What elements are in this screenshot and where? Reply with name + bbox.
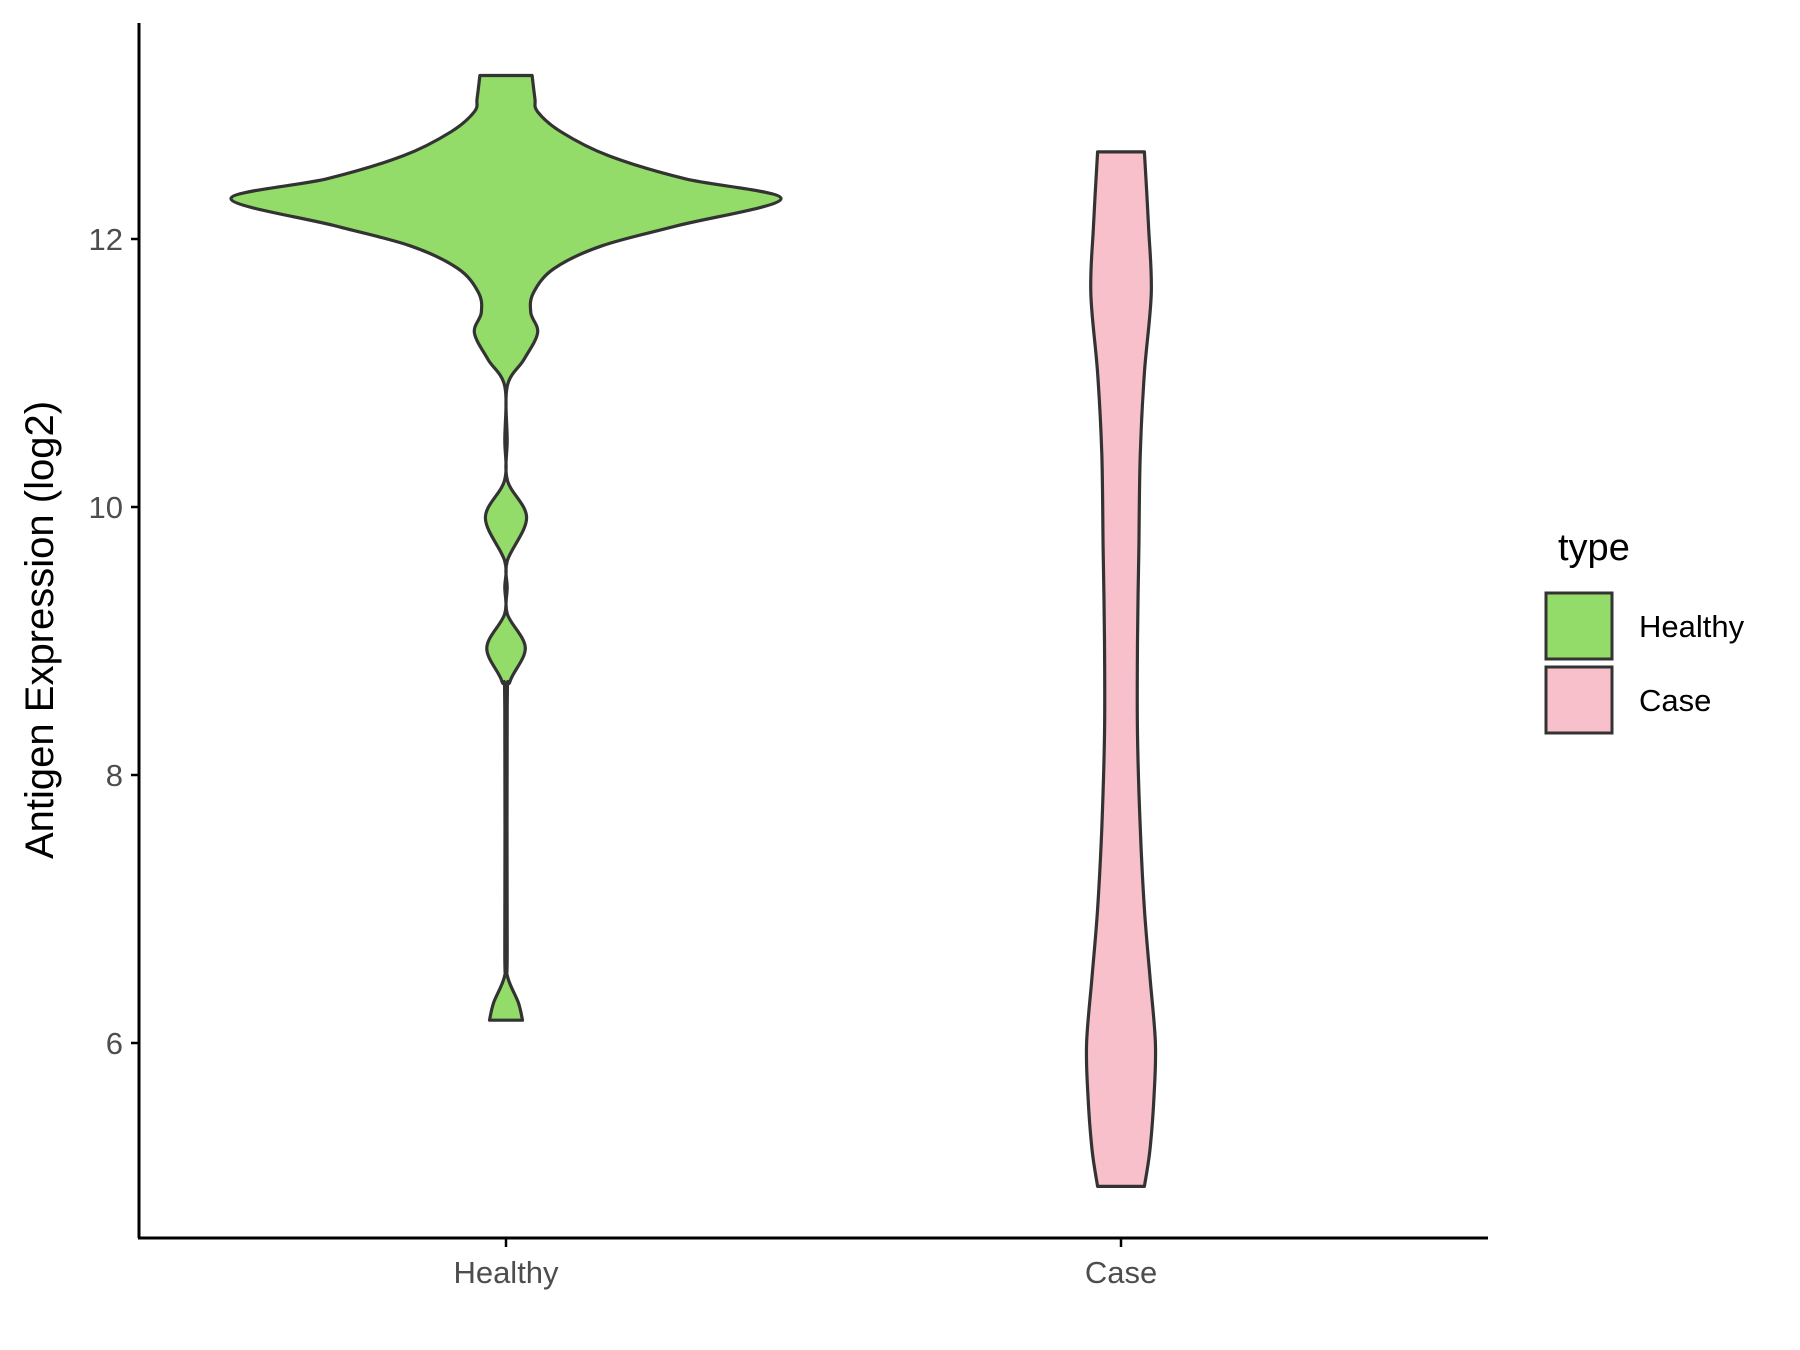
y-tick-label: 8 — [106, 758, 123, 793]
violin-case — [1084, 150, 1158, 1188]
y-tick-label: 12 — [89, 222, 123, 257]
x-tick-label: Healthy — [453, 1255, 559, 1290]
x-ticks: Healthy Case — [453, 1238, 1157, 1290]
legend: Healthy Case — [1544, 591, 1745, 735]
legend-swatch-healthy — [1544, 591, 1614, 661]
legend-label-case: Case — [1639, 683, 1711, 718]
x-tick-label: Case — [1085, 1255, 1157, 1290]
y-tick-label: 10 — [89, 490, 123, 525]
violins-layer — [229, 73, 1158, 1188]
legend-swatch-case — [1544, 665, 1614, 735]
y-ticks: 6 8 10 12 — [89, 222, 139, 1061]
violin-healthy — [229, 73, 783, 1022]
legend-title: type — [1558, 527, 1630, 569]
legend-label-healthy: Healthy — [1639, 609, 1745, 644]
y-axis-title: Antigen Expression (log2) — [18, 401, 62, 859]
y-tick-label: 6 — [106, 1026, 123, 1061]
